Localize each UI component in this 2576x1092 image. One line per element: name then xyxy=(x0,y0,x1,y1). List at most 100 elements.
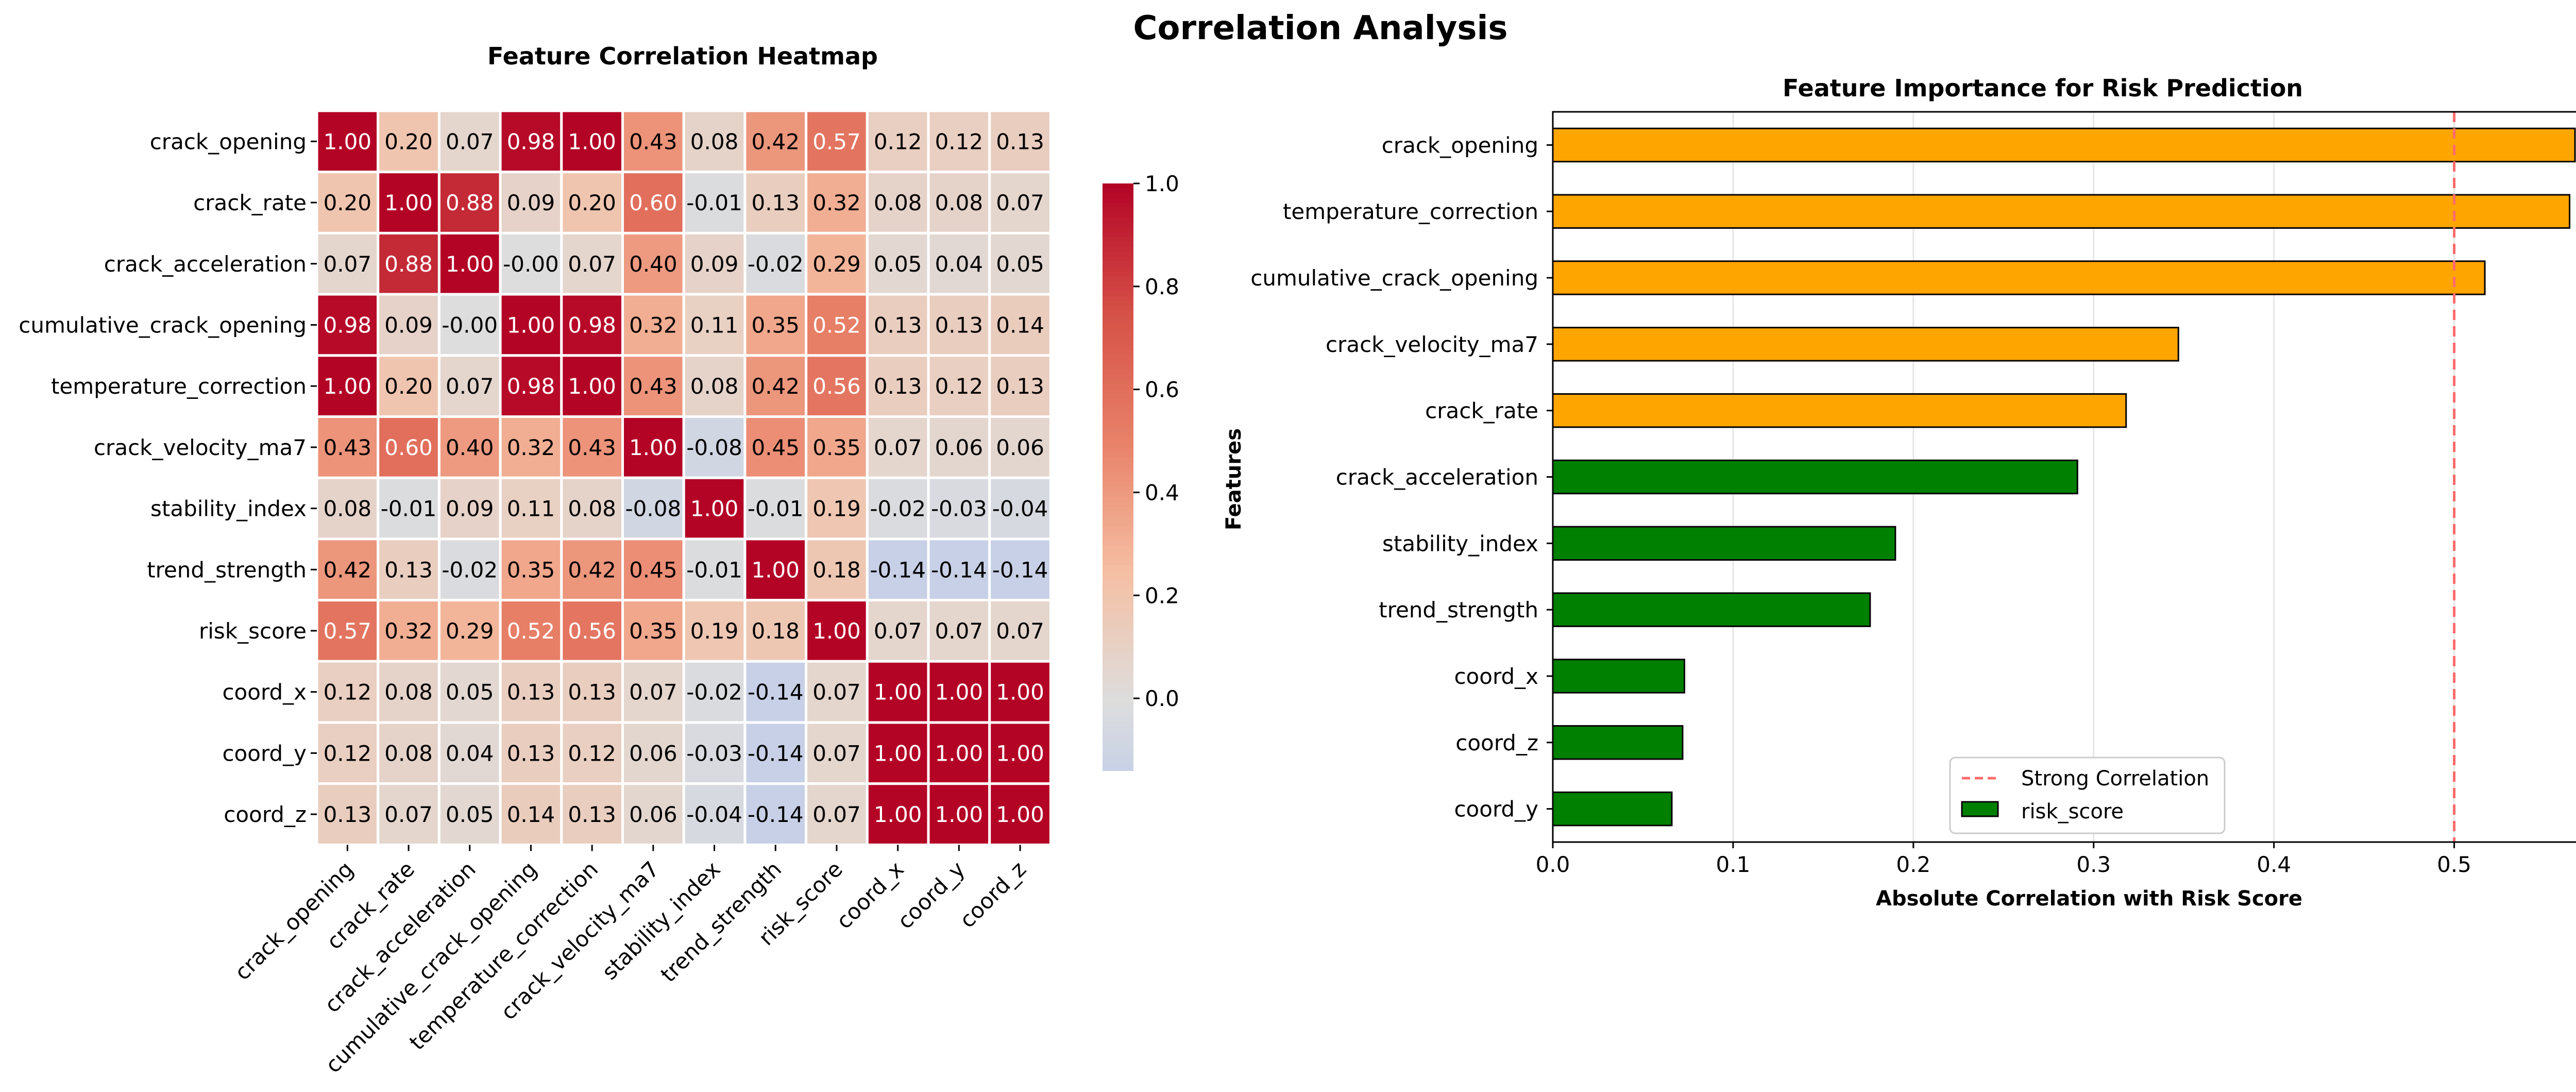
heatmap-cell-r10-c7 xyxy=(743,721,808,785)
heatmap-value-r7-c9: -0.14 xyxy=(870,557,926,582)
heatmap-cell-r5-c8 xyxy=(805,415,869,479)
colorbar-segment xyxy=(1103,315,1133,321)
heatmap-value-r0-c0: 1.00 xyxy=(324,129,372,154)
colorbar-segment xyxy=(1103,535,1133,541)
colorbar-segment xyxy=(1103,579,1133,585)
colorbar-segment xyxy=(1103,477,1133,482)
heatmap-cell-r1-c9 xyxy=(866,171,930,234)
heatmap-cell-r4-c7 xyxy=(743,354,808,418)
heatmap-cell-r1-c7 xyxy=(743,171,808,234)
heatmap-value-r8-c11: 0.07 xyxy=(996,618,1044,644)
colorbar-segment xyxy=(1103,491,1133,497)
heatmap-cell-r3-c8 xyxy=(805,293,869,357)
bar-x-axis-label: Absolute Correlation with Risk Score xyxy=(1876,887,2302,911)
colorbar-segment xyxy=(1103,349,1133,356)
colorbar-segment xyxy=(1103,755,1133,762)
heatmap-value-r2-c11: 0.05 xyxy=(996,251,1044,277)
heatmap-row-label-9: coord_x xyxy=(222,680,307,705)
heatmap-value-r11-c9: 1.00 xyxy=(874,802,922,827)
bar-crack_velocity_ma7 xyxy=(1552,327,2179,362)
heatmap-value-r1-c10: 0.08 xyxy=(935,190,984,215)
bar-category-label-3: crack_velocity_ma7 xyxy=(1326,332,1538,357)
heatmap-value-r6-c0: 0.08 xyxy=(324,496,372,522)
colorbar-segment xyxy=(1103,232,1133,238)
heatmap-value-r9-c3: 0.13 xyxy=(507,680,555,705)
colorbar-segment xyxy=(1103,643,1133,649)
heatmap-cell-r9-c11 xyxy=(988,660,1052,724)
heatmap-row-label-6: stability_index xyxy=(150,496,307,522)
heatmap-value-r7-c5: 0.45 xyxy=(629,557,677,582)
colorbar-segment xyxy=(1103,540,1133,546)
heatmap-cell-r11-c11 xyxy=(988,782,1052,846)
heatmap-value-r7-c3: 0.35 xyxy=(507,557,555,582)
heatmap-value-r10-c0: 0.12 xyxy=(324,741,372,766)
colorbar-segment xyxy=(1103,653,1133,659)
bar-x-tick-label-0: 0.0 xyxy=(1536,852,1570,877)
heatmap-cell-r4-c5 xyxy=(621,354,685,418)
heatmap-row-label-11: coord_z xyxy=(224,802,307,827)
heatmap-cell-r5-c5 xyxy=(621,415,685,479)
heatmap-value-r7-c11: -0.14 xyxy=(992,557,1048,582)
heatmap-value-r9-c7: -0.14 xyxy=(748,680,804,705)
heatmap-value-r9-c11: 1.00 xyxy=(996,680,1044,705)
heatmap-value-r5-c1: 0.60 xyxy=(384,435,433,460)
heatmap-value-r2-c4: 0.07 xyxy=(568,251,616,277)
bar-coord_z xyxy=(1552,725,1684,760)
heatmap-value-r2-c5: 0.40 xyxy=(629,251,677,277)
heatmap-value-r3-c2: -0.00 xyxy=(442,312,498,338)
heatmap-row-label-8: risk_score xyxy=(199,618,307,644)
heatmap-value-r4-c5: 0.43 xyxy=(629,374,677,399)
heatmap-cell-r6-c8 xyxy=(805,476,869,541)
heatmap-cell-r7-c11 xyxy=(988,537,1052,602)
heatmap-cell-r3-c9 xyxy=(866,293,930,357)
heatmap-cell-r4-c10 xyxy=(927,354,991,418)
heatmap-value-r10-c5: 0.06 xyxy=(629,741,677,766)
heatmap-row-label-1: crack_rate xyxy=(193,190,307,215)
heatmap-cell-r6-c9 xyxy=(866,476,930,541)
colorbar-segment xyxy=(1103,462,1133,468)
heatmap-value-r4-c7: 0.42 xyxy=(751,374,800,399)
heatmap-value-r7-c2: -0.02 xyxy=(442,557,498,582)
heatmap-value-r3-c4: 0.98 xyxy=(568,312,616,338)
heatmap-cell-r4-c1 xyxy=(377,354,440,418)
heatmap-value-r1-c6: -0.01 xyxy=(686,190,742,215)
heatmap-value-r5-c2: 0.40 xyxy=(446,435,494,460)
heatmap-cells: 1.00 0.20 0.07 0.98 1.00 0.43 0.08 0.42 0.57 0.12… xyxy=(315,109,1052,846)
colorbar-segment xyxy=(1103,677,1133,683)
heatmap-cell-r7-c6 xyxy=(682,537,747,602)
heatmap-value-r7-c10: -0.14 xyxy=(931,557,987,582)
colorbar-segment xyxy=(1103,575,1133,580)
heatmap-value-r0-c8: 0.57 xyxy=(812,129,861,154)
colorbar-segment xyxy=(1103,428,1133,434)
heatmap-value-r5-c6: -0.08 xyxy=(686,435,742,460)
colorbar-segment xyxy=(1103,545,1133,551)
colorbar-segment xyxy=(1103,379,1133,385)
bar-panel: Feature Importance for Risk Prediction c… xyxy=(1222,74,2576,911)
colorbar-segment xyxy=(1103,369,1133,375)
heatmap-cell-r11-c6 xyxy=(682,782,747,846)
colorbar-segment xyxy=(1103,212,1133,219)
colorbar-segment xyxy=(1103,310,1133,316)
colorbar-segment xyxy=(1103,589,1133,595)
colorbar-segment xyxy=(1103,418,1133,424)
heatmap-value-r11-c11: 1.00 xyxy=(996,802,1044,827)
heatmap-cell-r6-c11 xyxy=(988,476,1052,541)
heatmap-cell-r10-c6 xyxy=(682,721,747,785)
heatmap-value-r1-c3: 0.09 xyxy=(507,190,555,215)
heatmap-cell-r2-c6 xyxy=(682,231,747,296)
heatmap-cell-r6-c1 xyxy=(377,476,440,541)
colorbar-segment xyxy=(1103,364,1133,370)
colorbar-segment xyxy=(1103,584,1133,590)
heatmap-cell-r11-c10 xyxy=(927,782,991,846)
colorbar-segment xyxy=(1103,423,1133,429)
heatmap-value-r4-c1: 0.20 xyxy=(384,374,433,399)
colorbar-segment xyxy=(1103,276,1133,282)
heatmap-value-r7-c0: 0.42 xyxy=(324,557,372,582)
colorbar-segment xyxy=(1103,481,1133,488)
heatmap-value-r5-c11: 0.06 xyxy=(996,435,1044,460)
bar-series xyxy=(1552,127,2576,827)
heatmap-cell-r10-c8 xyxy=(805,721,869,785)
heatmap-value-r8-c3: 0.52 xyxy=(507,618,555,644)
colorbar-segment xyxy=(1103,271,1133,277)
heatmap-cell-r4-c6 xyxy=(682,354,747,418)
